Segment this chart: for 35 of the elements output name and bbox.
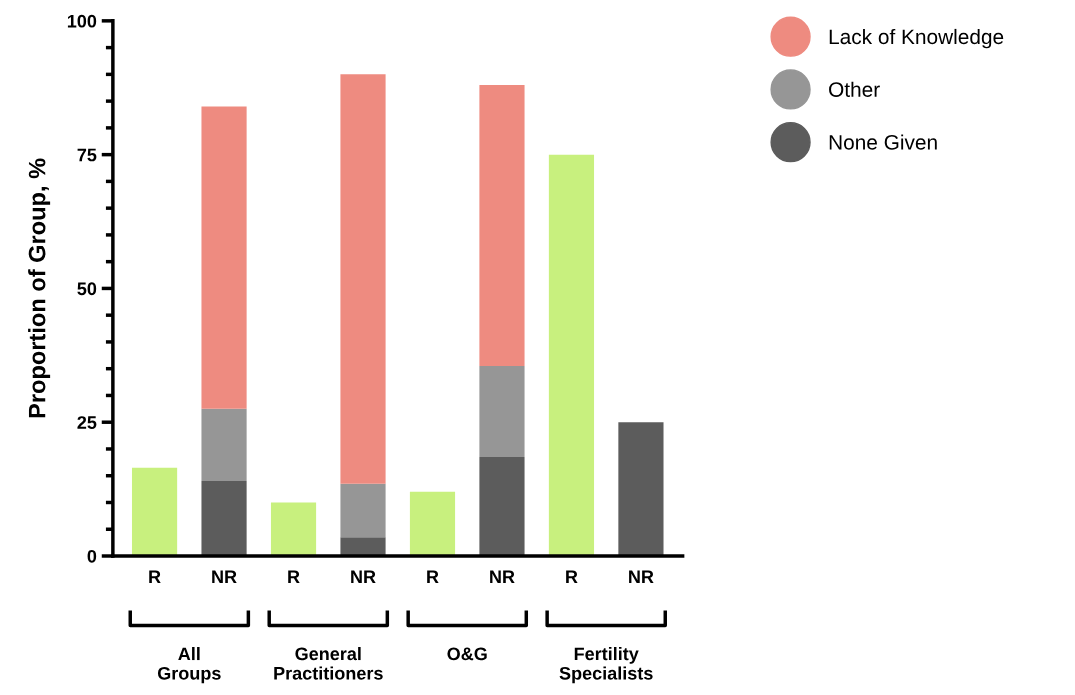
bar (479, 85, 525, 367)
x-tick-label: R (566, 570, 578, 583)
y-tick-label: 75 (77, 148, 97, 162)
y-tick-label: 50 (77, 282, 97, 296)
bar (618, 422, 664, 556)
bar (131, 467, 178, 556)
bar (201, 481, 247, 556)
text: O&G (447, 647, 487, 661)
bar (201, 106, 247, 409)
bar (270, 502, 317, 556)
text: Fertility Specialists (559, 646, 653, 684)
x-tick-label: R (427, 570, 439, 583)
x-tick-label: R (288, 570, 300, 583)
y-axis-title: Proportion of Group, % (28, 158, 51, 418)
bar (479, 457, 525, 556)
legend-label: Other (829, 81, 880, 97)
y-tick-label: 25 (77, 416, 97, 429)
y-tick-label: 100 (67, 14, 97, 28)
text: All Groups (157, 646, 221, 684)
bar (548, 154, 595, 556)
x-tick-label: R (149, 570, 161, 583)
x-tick-label: NR (629, 570, 654, 583)
bar (479, 366, 525, 457)
text: General Practitioners (274, 646, 383, 680)
bar (340, 483, 386, 538)
x-tick-label: NR (212, 570, 237, 583)
x-tick-label: NR (351, 570, 376, 583)
bar (340, 537, 386, 556)
bar (409, 491, 456, 556)
legend-label: None Given (829, 134, 937, 150)
bar (201, 408, 247, 482)
bar (340, 74, 386, 484)
y-tick-label: 0 (87, 549, 97, 563)
legend-label: Lack of Knowledge (829, 28, 1004, 49)
x-tick-label: NR (490, 570, 515, 583)
